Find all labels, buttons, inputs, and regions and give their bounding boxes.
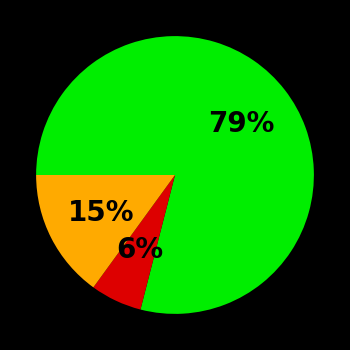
Text: 15%: 15% <box>68 199 134 227</box>
Text: 6%: 6% <box>116 236 163 264</box>
Text: 79%: 79% <box>208 110 274 138</box>
Wedge shape <box>36 175 175 287</box>
Wedge shape <box>93 175 175 309</box>
Wedge shape <box>36 36 314 314</box>
